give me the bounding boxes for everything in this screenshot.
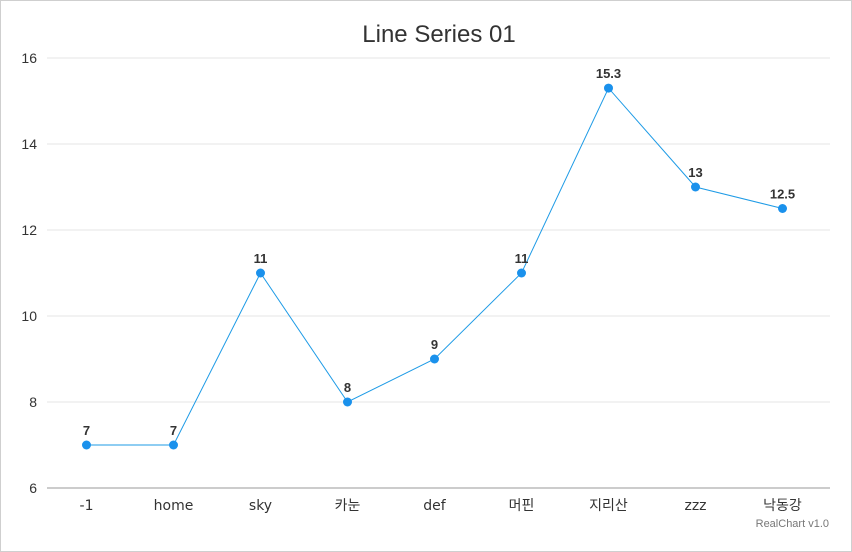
y-tick-label: 14 [21, 136, 37, 152]
data-label: 9 [431, 337, 438, 352]
y-tick-label: 8 [29, 394, 37, 410]
y-tick-label: 12 [21, 222, 37, 238]
series-line-layer [86, 87, 783, 446]
y-tick-label: 6 [29, 480, 37, 496]
x-tick-label: 카눈 [335, 498, 361, 514]
data-label: 11 [254, 251, 268, 266]
x-tick-label: 머핀 [509, 498, 535, 514]
x-tick-label: zzz [684, 498, 706, 514]
data-label: 8 [344, 380, 351, 395]
x-tick-label: 지리산 [589, 498, 628, 514]
data-label: 15.3 [596, 66, 621, 81]
data-point [430, 354, 439, 364]
data-label: 12.5 [770, 187, 795, 202]
x-tick-label: -1 [80, 498, 94, 514]
data-point [343, 397, 352, 407]
data-point [82, 440, 91, 450]
chart-title: Line Series 01 [362, 21, 515, 48]
data-point [691, 182, 700, 192]
x-tick-label: home [154, 498, 194, 514]
y-tick-label: 16 [21, 50, 37, 66]
data-label: 7 [170, 423, 177, 438]
data-point [778, 204, 787, 213]
y-axis: 6 8 10 12 14 16 [21, 50, 37, 496]
data-label-layer: 7 7 11 8 9 11 15.3 13 12.5 [83, 66, 795, 438]
x-tick-label: 낙동강 [763, 498, 802, 514]
data-point [256, 268, 265, 278]
data-label: 7 [83, 423, 90, 438]
x-tick-label: sky [249, 498, 272, 514]
data-point [517, 268, 526, 278]
chart-credit: RealChart v1.0 [756, 518, 829, 530]
y-tick-label: 10 [21, 308, 37, 324]
data-point [604, 83, 613, 93]
data-label: 13 [688, 165, 702, 180]
data-point [169, 440, 178, 450]
series-line [86, 87, 783, 446]
data-label: 11 [515, 251, 529, 266]
x-tick-label: def [423, 498, 447, 514]
x-axis: -1 home sky 카눈 def 머핀 지리산 zzz 낙동강 [80, 498, 802, 514]
grid-layer [47, 57, 830, 489]
point-layer [82, 83, 787, 450]
